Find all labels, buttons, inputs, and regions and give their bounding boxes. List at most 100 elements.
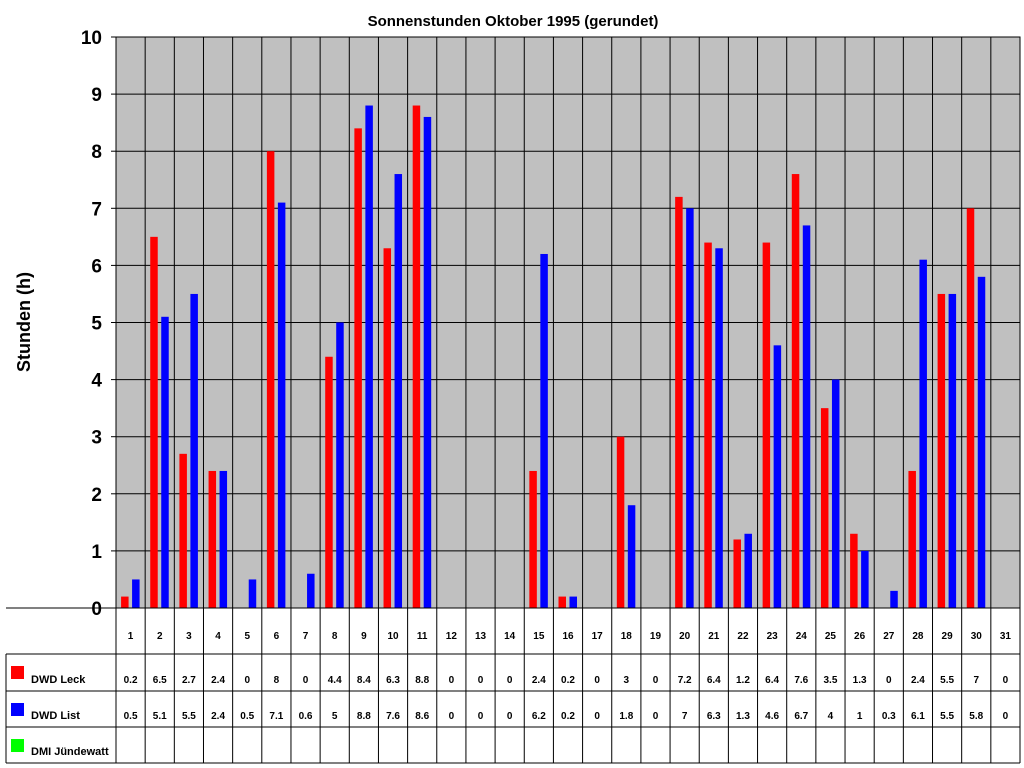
bar-dwd-leck-day-10	[383, 248, 392, 608]
y-tick-label: 9	[91, 85, 102, 106]
bar-dwd-leck-day-29	[937, 293, 946, 608]
bar-dwd-list-day-23	[773, 345, 782, 608]
x-tick-label: 17	[592, 631, 604, 642]
x-tick-label: 1	[128, 631, 134, 642]
y-tick-label: 5	[91, 314, 102, 335]
x-tick-label: 26	[854, 631, 866, 642]
data-label: 7.2	[678, 675, 692, 686]
bar-dwd-list-day-30	[977, 276, 986, 608]
bar-dwd-list-day-6	[277, 202, 286, 608]
bar-dwd-list-day-25	[831, 379, 840, 608]
bar-dwd-leck-day-2	[150, 236, 158, 608]
bar-dwd-list-day-10	[394, 174, 403, 609]
data-label: 0	[1003, 711, 1009, 722]
bar-dwd-leck-day-23	[762, 242, 771, 608]
x-tick-label: 7	[303, 631, 309, 642]
y-tick-label: 10	[81, 28, 102, 49]
x-tick-label: 30	[971, 631, 983, 642]
data-label: 7	[973, 675, 979, 686]
data-label: 8.8	[357, 711, 371, 722]
legend-label: DMI Jündewatt	[31, 746, 109, 758]
y-tick-label: 1	[91, 542, 102, 563]
data-label: 7	[682, 711, 688, 722]
data-label: 6.3	[707, 711, 721, 722]
x-tick-label: 6	[274, 631, 280, 642]
data-label: 8.8	[415, 675, 429, 686]
data-label: 6.3	[386, 675, 400, 686]
data-label: 4.4	[328, 675, 342, 686]
x-tick-label: 23	[767, 631, 779, 642]
y-tick-label: 7	[91, 199, 102, 220]
bar-dwd-list-day-20	[686, 208, 694, 609]
data-label: 7.1	[269, 711, 283, 722]
data-label: 2.4	[211, 675, 225, 686]
x-tick-label: 4	[215, 631, 221, 642]
data-label: 8.4	[357, 675, 371, 686]
bar-dwd-leck-day-22	[733, 539, 741, 608]
bar-dwd-leck-day-6	[266, 151, 275, 608]
data-label: 0	[886, 675, 892, 686]
data-label: 5	[332, 711, 338, 722]
data-label: 1	[857, 711, 863, 722]
data-label: 0.2	[124, 675, 138, 686]
data-label: 5.8	[969, 711, 983, 722]
data-label: 0	[303, 675, 309, 686]
bar-dwd-leck-day-28	[908, 470, 916, 608]
data-label: 5.5	[940, 711, 954, 722]
y-tick-label: 3	[91, 428, 102, 449]
x-tick-label: 16	[562, 631, 574, 642]
x-tick-label: 20	[679, 631, 691, 642]
legend-swatch	[11, 703, 24, 716]
bar-dwd-leck-day-26	[850, 533, 858, 608]
data-label: 0	[478, 711, 484, 722]
data-label: 1.8	[619, 711, 633, 722]
data-label: 0	[594, 675, 600, 686]
data-label: 5.5	[940, 675, 954, 686]
bar-dwd-leck-day-18	[616, 436, 625, 608]
data-label: 0	[507, 711, 513, 722]
data-label: 0.5	[240, 711, 254, 722]
x-tick-label: 19	[650, 631, 662, 642]
bar-dwd-list-day-26	[861, 550, 869, 608]
x-tick-label: 22	[737, 631, 749, 642]
data-label: 4	[828, 711, 834, 722]
bar-dwd-list-day-9	[365, 105, 373, 609]
data-label: 2.4	[211, 711, 225, 722]
data-label: 0	[449, 711, 455, 722]
data-label: 0	[244, 675, 250, 686]
bar-dwd-list-day-7	[307, 573, 315, 608]
data-label: 6.7	[794, 711, 808, 722]
bar-dwd-leck-day-11	[412, 105, 421, 609]
bar-dwd-list-day-11	[423, 116, 432, 608]
bar-dwd-leck-day-30	[966, 208, 975, 609]
data-label: 7.6	[386, 711, 400, 722]
y-tick-label: 2	[91, 485, 102, 506]
x-tick-label: 25	[825, 631, 837, 642]
data-label: 6.1	[911, 711, 925, 722]
data-label: 6.5	[153, 675, 167, 686]
bar-dwd-leck-day-1	[121, 596, 129, 608]
x-tick-label: 31	[1000, 631, 1012, 642]
data-label: 8	[274, 675, 280, 686]
data-label: 0.3	[882, 711, 896, 722]
data-label: 1.2	[736, 675, 750, 686]
data-label: 2.4	[911, 675, 925, 686]
x-tick-label: 10	[387, 631, 399, 642]
data-label: 6.4	[765, 675, 779, 686]
data-label: 0	[653, 675, 659, 686]
chart-title: Sonnenstunden Oktober 1995 (gerundet)	[368, 13, 659, 30]
data-label: 0.2	[561, 675, 575, 686]
y-tick-label: 8	[91, 142, 102, 163]
bar-dwd-list-day-1	[132, 579, 140, 608]
data-label: 8.6	[415, 711, 429, 722]
y-tick-label: 4	[91, 371, 102, 392]
x-tick-label: 27	[883, 631, 895, 642]
legend-swatch	[11, 666, 24, 679]
x-tick-label: 14	[504, 631, 516, 642]
x-tick-label: 2	[157, 631, 163, 642]
bar-dwd-leck-day-24	[791, 174, 800, 609]
bar-dwd-list-day-5	[248, 579, 257, 608]
bar-dwd-list-day-15	[540, 253, 548, 609]
data-label: 5.5	[182, 711, 196, 722]
